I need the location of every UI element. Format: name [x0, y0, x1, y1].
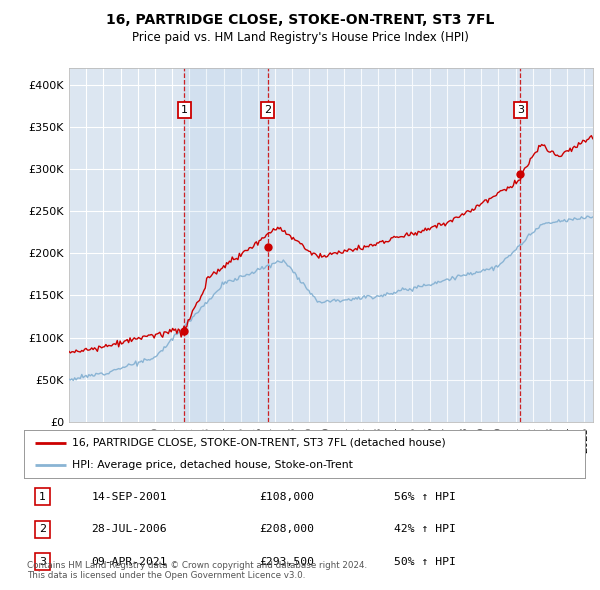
Text: 50% ↑ HPI: 50% ↑ HPI: [394, 557, 456, 566]
Text: £108,000: £108,000: [260, 492, 314, 502]
Text: 42% ↑ HPI: 42% ↑ HPI: [394, 525, 456, 534]
Text: 2: 2: [264, 105, 271, 115]
Text: 16, PARTRIDGE CLOSE, STOKE-ON-TRENT, ST3 7FL: 16, PARTRIDGE CLOSE, STOKE-ON-TRENT, ST3…: [106, 13, 494, 27]
Text: 09-APR-2021: 09-APR-2021: [91, 557, 167, 566]
Text: 28-JUL-2006: 28-JUL-2006: [91, 525, 167, 534]
Bar: [184, 68, 268, 422]
Bar: [520, 68, 593, 422]
Text: 16, PARTRIDGE CLOSE, STOKE-ON-TRENT, ST3 7FL (detached house): 16, PARTRIDGE CLOSE, STOKE-ON-TRENT, ST3…: [71, 438, 445, 448]
Text: Price paid vs. HM Land Registry's House Price Index (HPI): Price paid vs. HM Land Registry's House …: [131, 31, 469, 44]
Text: Contains HM Land Registry data © Crown copyright and database right 2024.
This d: Contains HM Land Registry data © Crown c…: [27, 560, 367, 580]
Bar: [268, 68, 520, 422]
Text: 56% ↑ HPI: 56% ↑ HPI: [394, 492, 456, 502]
Text: 3: 3: [517, 105, 524, 115]
Text: 2: 2: [39, 525, 46, 534]
Text: 1: 1: [39, 492, 46, 502]
Text: 14-SEP-2001: 14-SEP-2001: [91, 492, 167, 502]
Text: HPI: Average price, detached house, Stoke-on-Trent: HPI: Average price, detached house, Stok…: [71, 460, 353, 470]
Text: 3: 3: [39, 557, 46, 566]
Text: £293,500: £293,500: [260, 557, 314, 566]
Text: 1: 1: [181, 105, 188, 115]
Text: £208,000: £208,000: [260, 525, 314, 534]
